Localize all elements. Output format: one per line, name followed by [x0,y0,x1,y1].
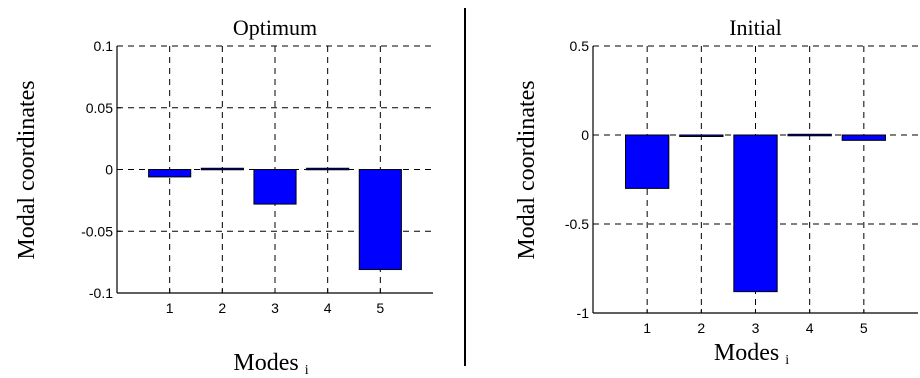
chart-initial: 0.5 0 -0.5 -1 1 2 3 4 5 Initial Modal coordinat… [514,15,918,368]
initial-bar-2 [679,134,724,137]
optimum-x-tick-label: 3 [271,300,279,316]
optimum-bar-1 [148,169,192,178]
optimum-bar-4 [306,167,350,171]
initial-bars [625,133,887,293]
initial-y-tick-label: 0 [581,127,589,143]
chart-optimum: 0.1 0.05 0 -0.05 -0.1 1 2 3 4 5 Optimum Modal co… [14,15,433,378]
initial-x-tick-label: 3 [752,320,760,336]
initial-title: Initial [729,15,782,40]
optimum-y-tick-label: 0.05 [86,100,113,116]
initial-y-tick-label: -0.5 [565,216,589,232]
initial-x-axis-label-subscript: i [785,353,789,368]
initial-y-tick-label: -1 [577,305,590,321]
initial-x-tick-label: 5 [860,320,868,336]
initial-y-tick-label: 0.5 [570,38,590,54]
optimum-y-tick-label: 0.1 [94,38,114,54]
initial-y-axis-label: Modal coordinates [514,80,540,259]
optimum-bar-5 [358,169,402,271]
initial-bar-5 [841,134,887,141]
optimum-y-axis-label: Modal coordinates [14,80,40,259]
optimum-x-tick-label: 1 [166,300,174,316]
initial-x-tick-label: 2 [697,320,705,336]
optimum-bars [148,167,402,271]
initial-y-ticks: 0.5 0 -0.5 -1 [565,38,597,321]
optimum-y-ticks: 0.1 0.05 0 -0.05 -0.1 [81,38,121,301]
optimum-y-tick-label: 0 [105,162,113,178]
optimum-bar-3 [253,169,297,205]
optimum-x-axis-label-subscript: i [305,363,309,378]
optimum-x-ticks: 1 2 3 4 5 [166,289,384,316]
optimum-x-axis-label: Modes i [233,350,308,378]
initial-bar-1 [625,134,670,189]
optimum-x-tick-label: 4 [324,300,332,316]
initial-bar-4 [787,133,832,137]
initial-x-ticks: 1 2 3 4 5 [643,309,868,336]
initial-x-axis-label-main: Modes [714,340,779,366]
optimum-x-axis-label-main: Modes [233,350,298,376]
initial-x-tick-label: 1 [643,320,651,336]
optimum-x-tick-label: 5 [376,300,384,316]
initial-x-tick-label: 4 [806,320,814,336]
initial-x-axis-label: Modes i [714,340,789,368]
optimum-bar-2 [200,167,244,171]
initial-bar-3 [733,134,778,293]
optimum-x-tick-label: 2 [218,300,226,316]
optimum-title: Optimum [233,15,317,40]
optimum-y-tick-label: -0.05 [81,223,113,239]
optimum-y-tick-label: -0.1 [89,285,113,301]
